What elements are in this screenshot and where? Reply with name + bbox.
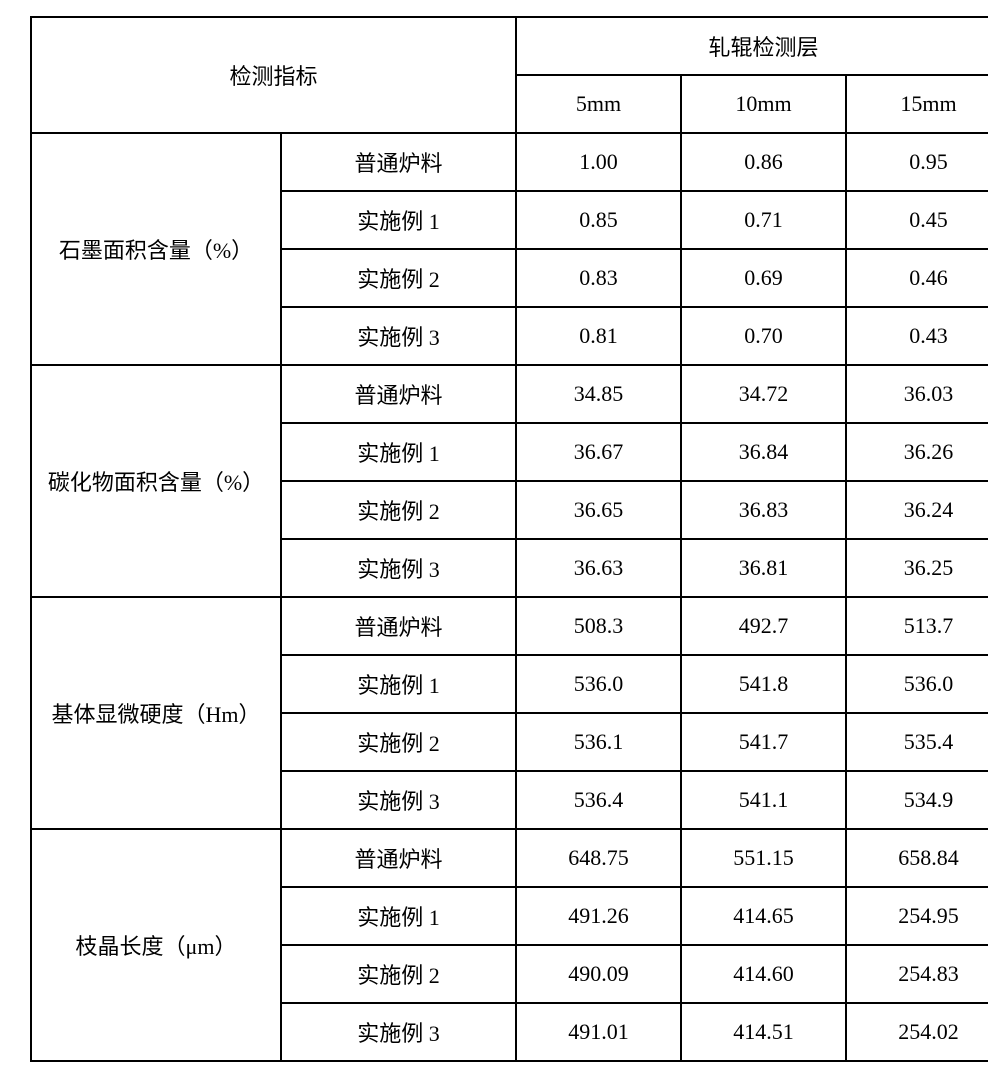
thickness-5mm: 5mm [516, 75, 681, 133]
cell-value: 491.26 [516, 887, 681, 945]
thickness-10mm: 10mm [681, 75, 846, 133]
cell-value: 541.1 [681, 771, 846, 829]
row-label: 普通炉料 [281, 829, 516, 887]
cell-value: 0.85 [516, 191, 681, 249]
cell-value: 536.0 [846, 655, 988, 713]
cell-value: 492.7 [681, 597, 846, 655]
cell-value: 36.25 [846, 539, 988, 597]
cell-value: 0.70 [681, 307, 846, 365]
header-detect-layer: 轧辊检测层 [516, 17, 988, 75]
cell-value: 414.60 [681, 945, 846, 1003]
row-label: 实施例 1 [281, 191, 516, 249]
cell-value: 36.84 [681, 423, 846, 481]
cell-value: 491.01 [516, 1003, 681, 1061]
cell-value: 0.95 [846, 133, 988, 191]
cell-value: 34.85 [516, 365, 681, 423]
row-label: 实施例 3 [281, 1003, 516, 1061]
cell-value: 0.46 [846, 249, 988, 307]
cell-value: 414.51 [681, 1003, 846, 1061]
row-label: 普通炉料 [281, 597, 516, 655]
row-label: 实施例 1 [281, 887, 516, 945]
cell-value: 36.26 [846, 423, 988, 481]
cell-value: 490.09 [516, 945, 681, 1003]
table-header-row: 检测指标 轧辊检测层 [31, 17, 988, 75]
row-label: 实施例 2 [281, 713, 516, 771]
group-name: 石墨面积含量（%） [31, 133, 281, 365]
cell-value: 551.15 [681, 829, 846, 887]
cell-value: 658.84 [846, 829, 988, 887]
cell-value: 1.00 [516, 133, 681, 191]
data-table: 检测指标 轧辊检测层 5mm 10mm 15mm 石墨面积含量（%） 普通炉料 … [30, 16, 988, 1062]
cell-value: 536.0 [516, 655, 681, 713]
table-row: 碳化物面积含量（%） 普通炉料 34.85 34.72 36.03 [31, 365, 988, 423]
cell-value: 414.65 [681, 887, 846, 945]
cell-value: 541.8 [681, 655, 846, 713]
cell-value: 36.63 [516, 539, 681, 597]
cell-value: 508.3 [516, 597, 681, 655]
cell-value: 0.43 [846, 307, 988, 365]
table-row: 石墨面积含量（%） 普通炉料 1.00 0.86 0.95 [31, 133, 988, 191]
row-label: 实施例 2 [281, 481, 516, 539]
row-label: 实施例 3 [281, 771, 516, 829]
cell-value: 0.71 [681, 191, 846, 249]
cell-value: 36.83 [681, 481, 846, 539]
group-name: 基体显微硬度（Hm） [31, 597, 281, 829]
group-name: 枝晶长度（μm） [31, 829, 281, 1061]
cell-value: 0.83 [516, 249, 681, 307]
cell-value: 254.02 [846, 1003, 988, 1061]
row-label: 实施例 1 [281, 655, 516, 713]
row-label: 实施例 1 [281, 423, 516, 481]
cell-value: 0.69 [681, 249, 846, 307]
header-indicator: 检测指标 [31, 17, 516, 133]
table-row: 枝晶长度（μm） 普通炉料 648.75 551.15 658.84 [31, 829, 988, 887]
cell-value: 0.86 [681, 133, 846, 191]
cell-value: 254.83 [846, 945, 988, 1003]
cell-value: 536.4 [516, 771, 681, 829]
row-label: 普通炉料 [281, 133, 516, 191]
cell-value: 536.1 [516, 713, 681, 771]
cell-value: 254.95 [846, 887, 988, 945]
thickness-15mm: 15mm [846, 75, 988, 133]
cell-value: 0.81 [516, 307, 681, 365]
cell-value: 0.45 [846, 191, 988, 249]
row-label: 实施例 3 [281, 539, 516, 597]
row-label: 实施例 2 [281, 945, 516, 1003]
cell-value: 534.9 [846, 771, 988, 829]
cell-value: 513.7 [846, 597, 988, 655]
table-row: 基体显微硬度（Hm） 普通炉料 508.3 492.7 513.7 [31, 597, 988, 655]
row-label: 普通炉料 [281, 365, 516, 423]
cell-value: 535.4 [846, 713, 988, 771]
cell-value: 36.65 [516, 481, 681, 539]
cell-value: 36.24 [846, 481, 988, 539]
cell-value: 648.75 [516, 829, 681, 887]
cell-value: 36.81 [681, 539, 846, 597]
cell-value: 541.7 [681, 713, 846, 771]
cell-value: 36.67 [516, 423, 681, 481]
row-label: 实施例 2 [281, 249, 516, 307]
cell-value: 36.03 [846, 365, 988, 423]
group-name: 碳化物面积含量（%） [31, 365, 281, 597]
row-label: 实施例 3 [281, 307, 516, 365]
cell-value: 34.72 [681, 365, 846, 423]
